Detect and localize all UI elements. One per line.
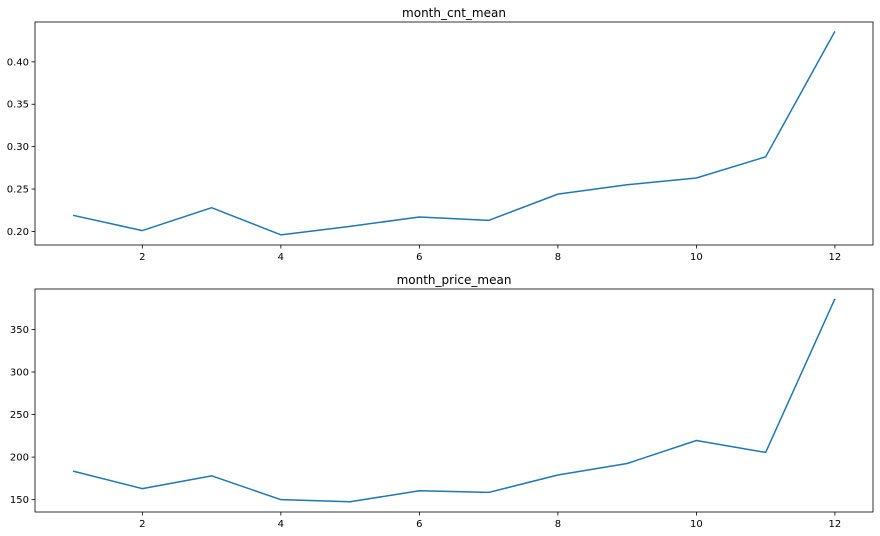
x-tick-label: 4: [278, 519, 284, 530]
y-tick-label: 150: [10, 495, 29, 506]
x-tick-label: 8: [555, 252, 561, 263]
y-tick-label: 0.20: [7, 227, 29, 238]
x-tick-label: 2: [139, 519, 145, 530]
series-line: [72, 298, 836, 503]
x-tick-label: 6: [416, 252, 422, 263]
y-tick-label: 300: [10, 367, 29, 378]
x-tick-label: 12: [829, 519, 842, 530]
y-tick-label: 350: [10, 325, 29, 336]
x-tick-label: 12: [829, 252, 842, 263]
y-tick-label: 0.35: [7, 100, 29, 111]
chart-month-price-mean: month_price_mean 2 4 6 8 10 12 150 200 250 300 350: [10, 273, 874, 530]
x-tick-label: 6: [416, 519, 422, 530]
x-tick-label: 10: [690, 519, 703, 530]
axes-frame: [34, 288, 874, 513]
x-tick-label: 4: [278, 252, 284, 263]
chart-title: month_price_mean: [397, 273, 512, 287]
y-tick-label: 0.25: [7, 185, 29, 196]
x-tick-label: 2: [139, 252, 145, 263]
x-tick-label: 8: [555, 519, 561, 530]
y-tick-label: 250: [10, 410, 29, 421]
series-line: [72, 30, 836, 236]
axes-frame: [34, 21, 874, 246]
chart-title: month_cnt_mean: [402, 6, 506, 20]
plot-area: 2 4 6 8 10 12 150 200 250 300 350: [10, 288, 874, 530]
y-tick-label: 200: [10, 453, 29, 464]
y-tick-label: 0.40: [7, 57, 29, 68]
x-tick-label: 10: [690, 252, 703, 263]
y-tick-label: 0.30: [7, 142, 29, 153]
plot-area: 2 4 6 8 10 12 0.20 0.25 0.30 0.35 0.40: [7, 21, 874, 263]
chart-month-cnt-mean: month_cnt_mean 2 4 6 8 10 12 0.20 0.25 0.30 0.35 0…: [7, 6, 874, 263]
